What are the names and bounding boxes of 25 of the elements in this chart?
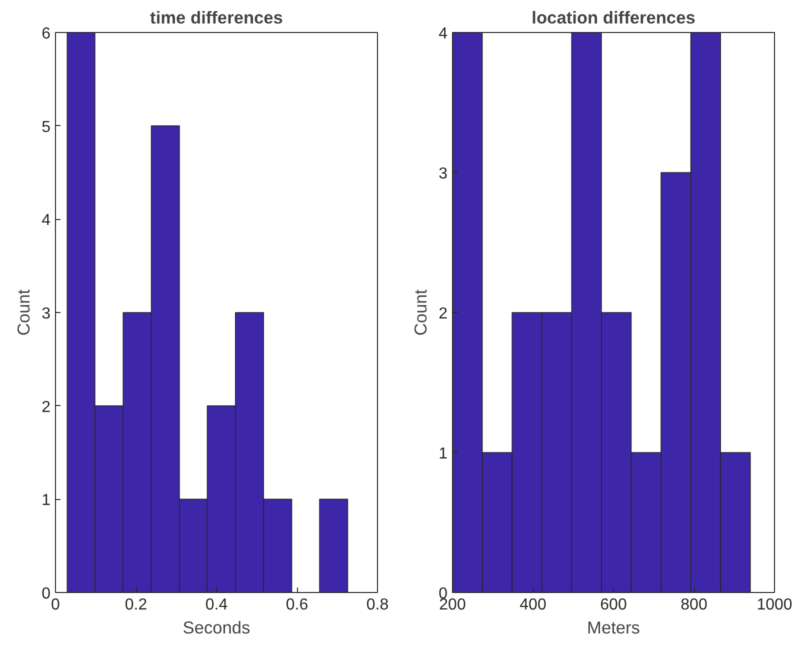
y-tick-label: 4 bbox=[42, 212, 51, 230]
x-axis-title: Meters bbox=[587, 618, 640, 638]
x-tick-label: 0.6 bbox=[286, 596, 308, 614]
y-tick-label: 2 bbox=[42, 398, 51, 416]
x-tick-label: 0.4 bbox=[205, 596, 228, 614]
x-tick-label: 800 bbox=[680, 596, 708, 614]
x-axis-title: Seconds bbox=[182, 618, 251, 638]
y-tick-label: 2 bbox=[438, 306, 448, 322]
x-tick-label: 0.2 bbox=[124, 596, 148, 614]
y-tick-label: 1 bbox=[438, 446, 448, 462]
y-tick-label: 3 bbox=[42, 306, 51, 322]
x-tick-label: 1000 bbox=[756, 596, 792, 614]
y-tick-label: 5 bbox=[42, 118, 51, 136]
x-tick-label: 600 bbox=[600, 596, 627, 614]
y-tick-label: 0 bbox=[42, 586, 51, 602]
y-axis-title: Count bbox=[410, 289, 431, 336]
x-tick-label: 0.8 bbox=[366, 596, 389, 614]
y-tick-label: 6 bbox=[42, 26, 51, 42]
chart-title: time differences bbox=[150, 8, 283, 28]
y-axis-title: Count bbox=[14, 289, 34, 336]
chart-title: location differences bbox=[532, 8, 696, 28]
y-tick-label: 3 bbox=[438, 166, 448, 182]
y-tick-label: 4 bbox=[438, 26, 448, 42]
y-tick-label: 1 bbox=[42, 492, 51, 510]
x-tick-label: 400 bbox=[520, 596, 546, 614]
